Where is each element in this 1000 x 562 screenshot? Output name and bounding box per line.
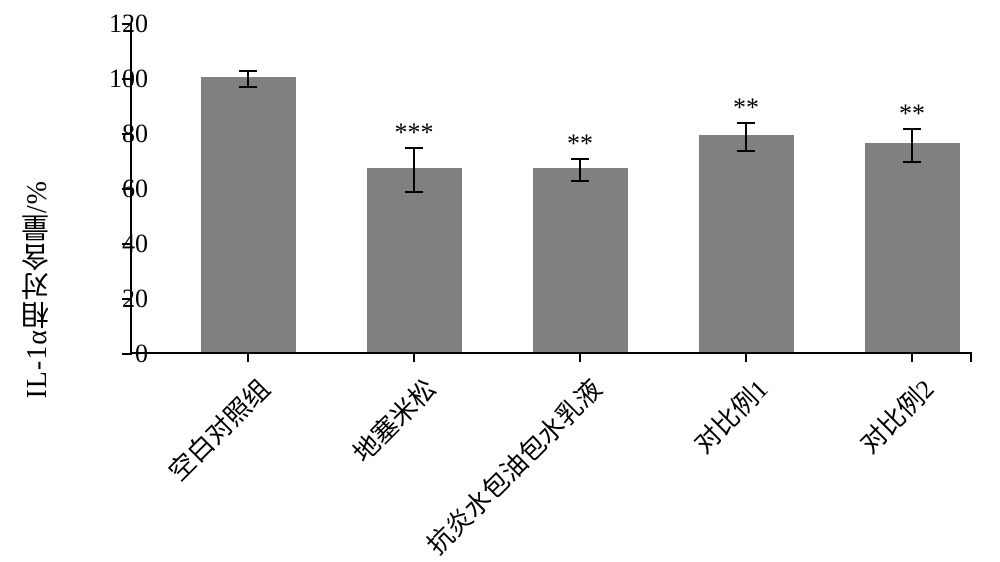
x-tick bbox=[579, 352, 581, 362]
y-tick-label: 80 bbox=[122, 119, 148, 149]
significance-label: ** bbox=[733, 93, 759, 123]
significance-label: ** bbox=[567, 129, 593, 159]
y-tick bbox=[122, 353, 132, 355]
x-tick-label: 地塞米松 bbox=[343, 370, 443, 470]
bar bbox=[533, 168, 628, 352]
bar bbox=[699, 135, 794, 352]
plot-area: ********* bbox=[130, 24, 970, 354]
y-tick-label: 60 bbox=[122, 174, 148, 204]
x-tick-label: 抗炎水包油包水乳液 bbox=[418, 370, 610, 562]
bar-chart: IL-1α相对含量/% ********* 020406080100120空白对… bbox=[0, 0, 1000, 562]
x-tick-label: 对比例1 bbox=[685, 370, 776, 461]
y-tick-label: 20 bbox=[122, 284, 148, 314]
bar bbox=[201, 77, 296, 352]
y-tick-label: 40 bbox=[122, 229, 148, 259]
significance-label: ** bbox=[899, 99, 925, 129]
x-tick bbox=[911, 352, 913, 362]
y-axis-label: IL-1α相对含量/% bbox=[18, 180, 58, 399]
x-tick-label: 空白对照组 bbox=[159, 370, 277, 488]
y-tick-label: 0 bbox=[135, 339, 148, 369]
bar bbox=[367, 168, 462, 352]
x-tick bbox=[413, 352, 415, 362]
x-tick bbox=[247, 352, 249, 362]
x-tick-label: 对比例2 bbox=[851, 370, 942, 461]
y-tick-label: 100 bbox=[109, 64, 148, 94]
y-tick-label: 120 bbox=[109, 9, 148, 39]
significance-label: *** bbox=[395, 118, 434, 148]
x-tick bbox=[745, 352, 747, 362]
x-axis-end-tick bbox=[970, 352, 972, 362]
bar bbox=[865, 143, 960, 352]
